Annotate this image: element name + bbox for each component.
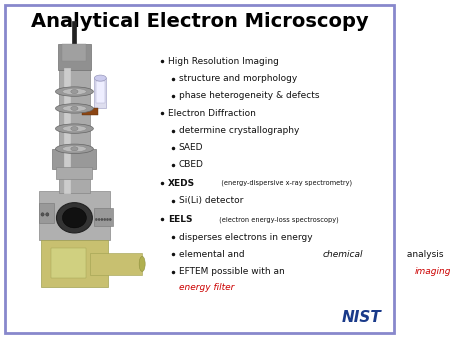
Ellipse shape <box>139 256 145 271</box>
Ellipse shape <box>63 208 86 228</box>
Ellipse shape <box>109 218 111 221</box>
FancyBboxPatch shape <box>64 68 71 193</box>
Ellipse shape <box>71 127 78 130</box>
Text: chemical: chemical <box>323 250 363 259</box>
Text: (electron energy-loss spectroscopy): (electron energy-loss spectroscopy) <box>216 216 338 223</box>
FancyBboxPatch shape <box>94 78 106 108</box>
Text: XEDS: XEDS <box>168 179 195 188</box>
Ellipse shape <box>41 213 44 216</box>
Ellipse shape <box>71 147 78 151</box>
Ellipse shape <box>55 144 93 153</box>
Ellipse shape <box>101 218 103 221</box>
FancyBboxPatch shape <box>50 248 86 279</box>
Ellipse shape <box>55 87 93 96</box>
Ellipse shape <box>94 75 106 81</box>
Text: NIST: NIST <box>342 310 381 324</box>
Text: phase heterogeneity & defects: phase heterogeneity & defects <box>179 91 320 100</box>
Ellipse shape <box>63 126 86 131</box>
Text: CBED: CBED <box>179 160 204 169</box>
FancyBboxPatch shape <box>90 253 142 275</box>
FancyBboxPatch shape <box>82 108 99 115</box>
FancyBboxPatch shape <box>72 21 76 46</box>
FancyBboxPatch shape <box>53 149 96 169</box>
Text: analysis: analysis <box>405 250 444 259</box>
Ellipse shape <box>98 218 100 221</box>
Text: disperses electrons in energy: disperses electrons in energy <box>179 233 312 242</box>
Text: SAED: SAED <box>179 143 203 152</box>
Text: determine crystallography: determine crystallography <box>179 126 299 136</box>
FancyBboxPatch shape <box>94 208 113 226</box>
Ellipse shape <box>104 218 106 221</box>
FancyBboxPatch shape <box>39 203 54 223</box>
Text: elemental and: elemental and <box>179 250 248 259</box>
Ellipse shape <box>63 146 86 152</box>
Text: energy filter: energy filter <box>179 283 234 292</box>
Ellipse shape <box>57 203 92 233</box>
Ellipse shape <box>46 213 49 216</box>
Text: Electron Diffraction: Electron Diffraction <box>168 109 256 118</box>
FancyBboxPatch shape <box>58 45 91 70</box>
Ellipse shape <box>55 104 93 113</box>
FancyBboxPatch shape <box>40 240 108 287</box>
Ellipse shape <box>95 218 97 221</box>
Ellipse shape <box>63 105 86 112</box>
Text: EELS: EELS <box>168 215 193 224</box>
FancyBboxPatch shape <box>95 81 105 103</box>
Text: imaging: imaging <box>415 267 450 276</box>
Text: structure and morphology: structure and morphology <box>179 74 297 83</box>
Ellipse shape <box>71 90 78 94</box>
FancyBboxPatch shape <box>5 5 394 333</box>
Text: EFTEM possible with an: EFTEM possible with an <box>179 267 288 276</box>
FancyBboxPatch shape <box>59 68 90 193</box>
Text: High Resolution Imaging: High Resolution Imaging <box>168 57 279 66</box>
Text: Si(Li) detector: Si(Li) detector <box>179 196 243 206</box>
Ellipse shape <box>55 124 93 133</box>
Text: Analytical Electron Microscopy: Analytical Electron Microscopy <box>31 13 369 31</box>
FancyBboxPatch shape <box>63 45 86 61</box>
Ellipse shape <box>107 218 108 221</box>
FancyBboxPatch shape <box>39 191 110 240</box>
Text: (energy-dispersive x-ray spectrometry): (energy-dispersive x-ray spectrometry) <box>216 180 352 186</box>
Ellipse shape <box>71 106 78 111</box>
Ellipse shape <box>63 89 86 95</box>
FancyBboxPatch shape <box>57 167 92 179</box>
